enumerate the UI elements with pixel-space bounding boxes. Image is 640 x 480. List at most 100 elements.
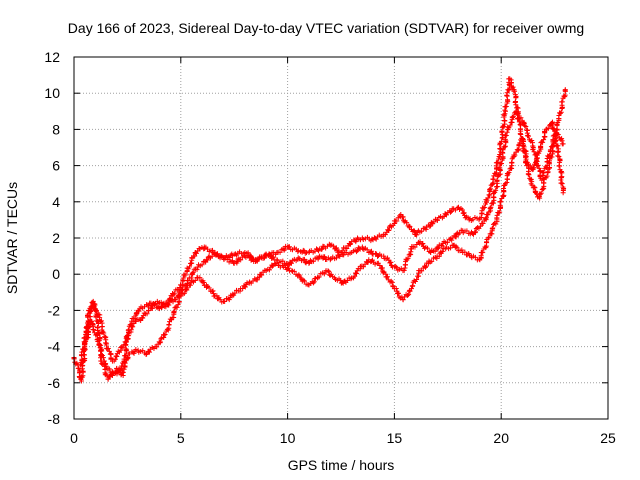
data-point: [414, 232, 420, 238]
data-point: [326, 269, 332, 275]
data-point: [201, 279, 207, 285]
data-point: [174, 304, 180, 310]
data-point: [389, 279, 395, 285]
data-point: [93, 309, 99, 315]
data-point: [493, 221, 499, 227]
y-tick-label: 12: [44, 49, 60, 65]
data-point: [95, 338, 101, 344]
data-point: [333, 255, 339, 261]
data-points: [71, 76, 568, 384]
y-tick-label: 8: [52, 121, 60, 137]
data-point: [103, 363, 109, 369]
data-point: [364, 247, 370, 253]
data-point: [372, 261, 378, 267]
data-point: [280, 264, 286, 270]
data-point: [192, 278, 198, 284]
data-point: [136, 308, 142, 314]
data-point: [562, 87, 568, 93]
data-point: [222, 298, 228, 304]
y-tick-label: 0: [52, 266, 60, 282]
data-point: [406, 292, 412, 298]
data-point: [101, 330, 107, 336]
data-point: [158, 299, 164, 305]
data-point: [531, 184, 537, 190]
data-point: [498, 199, 504, 205]
data-point: [154, 344, 160, 350]
data-point: [488, 204, 494, 210]
data-point: [131, 350, 137, 356]
data-point: [372, 251, 378, 257]
data-point: [493, 187, 499, 193]
data-point: [98, 318, 104, 324]
data-point: [401, 219, 407, 225]
data-point: [550, 143, 556, 149]
data-point: [114, 353, 120, 359]
data-point: [435, 245, 441, 251]
data-point: [560, 141, 566, 147]
data-point: [209, 253, 215, 259]
data-point: [175, 302, 181, 308]
data-point: [295, 248, 301, 254]
data-point: [482, 216, 488, 222]
data-point: [525, 171, 531, 177]
data-point: [560, 190, 566, 196]
data-point: [157, 339, 163, 345]
data-point: [190, 269, 196, 275]
data-point: [407, 224, 413, 230]
y-tick-label: -8: [48, 411, 61, 427]
data-point: [473, 229, 479, 235]
data-point: [541, 137, 547, 143]
data-point: [80, 362, 86, 368]
data-point: [133, 346, 139, 352]
data-point: [481, 204, 487, 210]
data-point: [522, 123, 528, 129]
y-tick-label: 10: [44, 85, 60, 101]
data-point: [291, 268, 297, 274]
data-point: [412, 244, 418, 250]
data-point: [405, 255, 411, 261]
data-point: [546, 158, 552, 164]
data-point: [459, 247, 465, 253]
data-point: [384, 274, 390, 280]
data-point: [120, 369, 126, 375]
data-point: [521, 144, 527, 150]
data-point: [347, 241, 353, 247]
data-point: [259, 272, 265, 278]
data-point: [344, 245, 350, 251]
y-tick-label: 6: [52, 158, 60, 174]
data-point: [455, 204, 461, 210]
data-point: [556, 163, 562, 169]
data-point: [559, 99, 565, 105]
data-point: [242, 284, 248, 290]
data-point: [512, 152, 518, 158]
data-point: [352, 273, 358, 279]
data-point: [480, 221, 486, 227]
series-track-3: [82, 130, 566, 379]
data-point: [326, 241, 332, 247]
data-point: [414, 277, 420, 283]
data-point: [83, 338, 89, 344]
data-point: [120, 344, 126, 350]
data-point: [540, 170, 546, 176]
data-point: [405, 292, 411, 298]
data-point: [306, 260, 312, 266]
data-point: [140, 315, 146, 321]
data-point: [419, 228, 425, 234]
data-point: [180, 275, 186, 281]
data-point: [157, 340, 163, 346]
data-point: [545, 125, 551, 131]
data-point: [390, 283, 396, 289]
data-point: [356, 245, 362, 251]
data-point: [286, 265, 292, 271]
data-point: [250, 256, 256, 262]
x-tick-label: 25: [600, 430, 616, 446]
data-point: [410, 283, 416, 289]
data-point: [500, 147, 506, 153]
data-point: [498, 161, 504, 167]
data-point: [380, 270, 386, 276]
data-point: [388, 278, 394, 284]
data-point: [310, 280, 316, 286]
data-point: [401, 267, 407, 273]
data-point: [428, 249, 434, 255]
